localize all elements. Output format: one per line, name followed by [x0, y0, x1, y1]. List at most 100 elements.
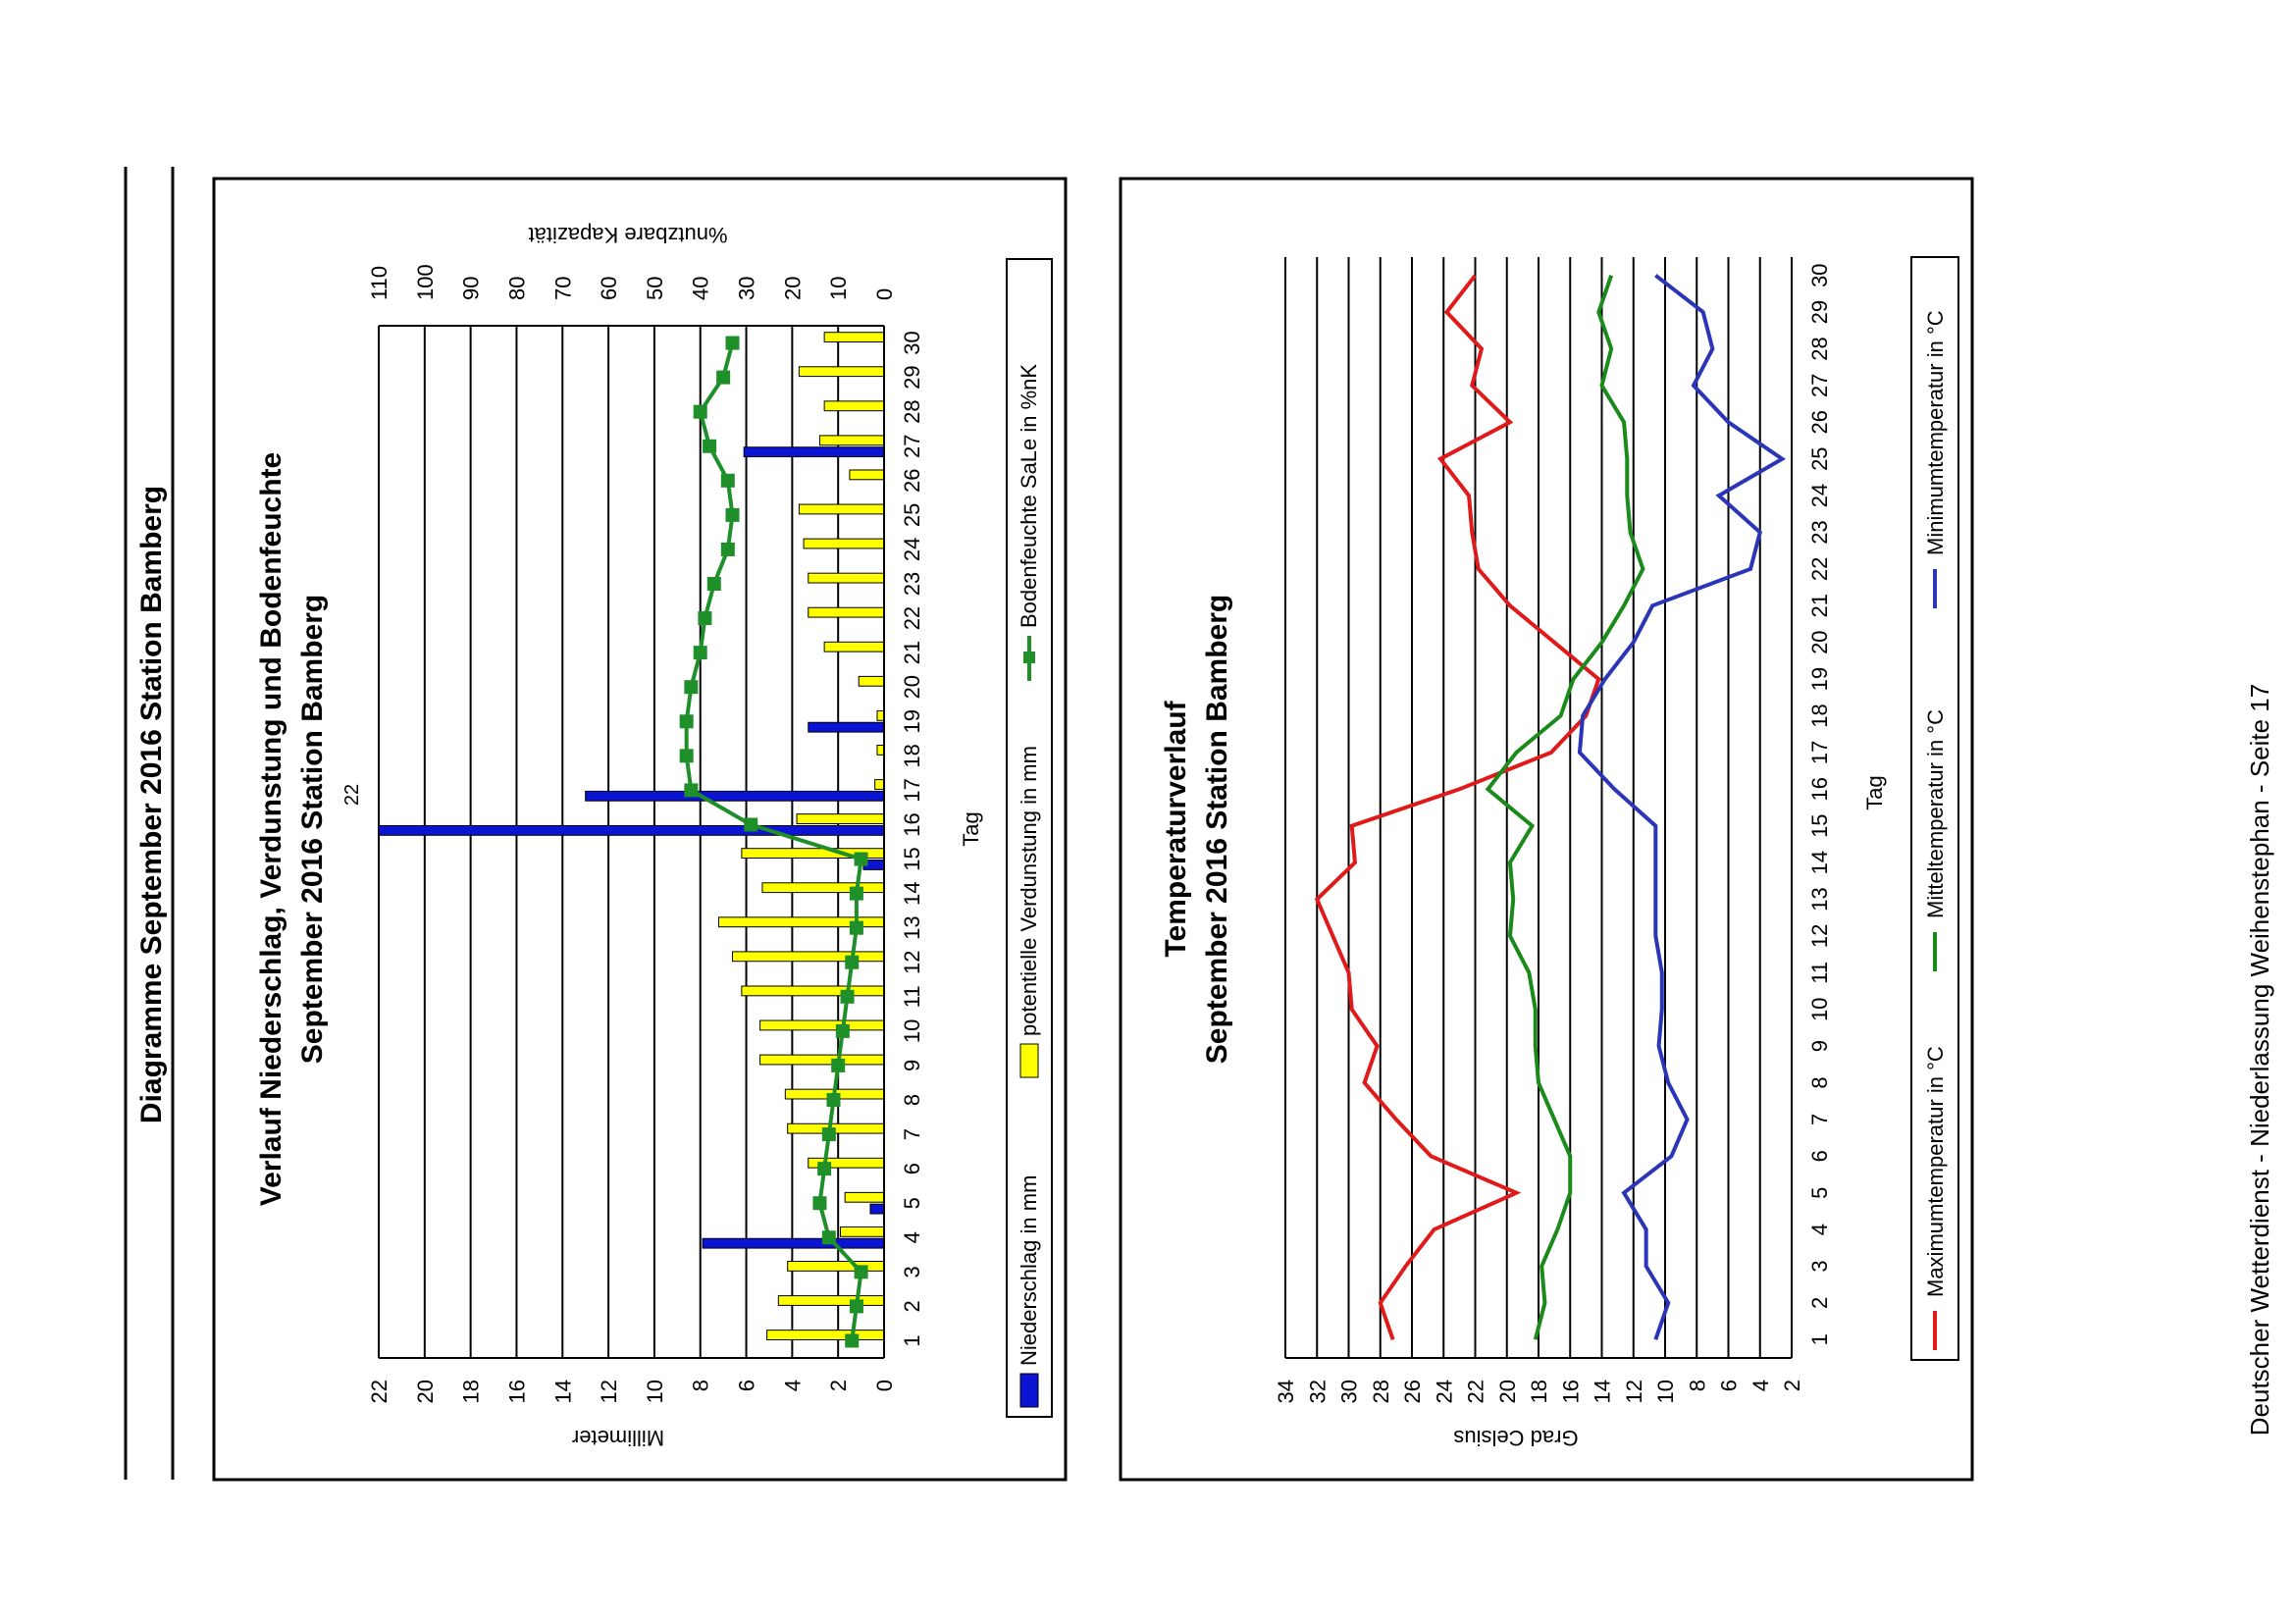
x-tick-label: 28 [1807, 337, 1832, 360]
x-tick-label: 7 [1807, 1114, 1832, 1125]
page-footer: Deutscher Wetterdienst - Niederlassung W… [2245, 684, 2274, 1435]
soil-moisture-marker [703, 439, 717, 453]
y-tick-label: 24 [1432, 1380, 1456, 1403]
x-tick-label: 25 [900, 503, 924, 527]
chart1-evaporation-bars [717, 332, 885, 1340]
soil-moisture-line [684, 342, 863, 1341]
y-tick-label: 2 [1780, 1380, 1804, 1391]
chart1-gridlines [378, 326, 885, 1358]
y-tick-label: 20 [1495, 1380, 1520, 1403]
y-tick-label: 0 [872, 1380, 897, 1391]
soil-moisture-marker [716, 370, 731, 385]
chart1-ylabel: Millimeter [572, 1426, 664, 1450]
y2-tick-label: 20 [780, 277, 805, 300]
evaporation-bar [823, 332, 885, 343]
x-tick-label: 16 [900, 812, 924, 836]
x-tick-label: 25 [1807, 446, 1832, 470]
evaporation-bar [787, 1261, 885, 1272]
y-tick-label: 4 [1748, 1380, 1773, 1391]
evaporation-bar [759, 1054, 885, 1066]
chart1-frame [212, 177, 1068, 1482]
x-tick-label: 13 [900, 915, 924, 939]
y-tick-label: 2 [826, 1380, 851, 1391]
chart2-temperature-lines [1314, 274, 1787, 1340]
x-tick-label: 27 [1807, 374, 1832, 397]
soil-moisture-marker [693, 646, 707, 660]
x-tick-label: 29 [1807, 300, 1832, 324]
evaporation-bar [798, 366, 885, 378]
x-tick-label: 14 [900, 881, 924, 905]
soil-moisture-marker [849, 920, 863, 935]
soil-moisture-marker [831, 1058, 846, 1072]
x-tick-label: 17 [1807, 741, 1832, 764]
evaporation-bar [840, 1226, 885, 1237]
y-tick-label: 8 [689, 1380, 713, 1391]
legend-evap-label: potentielle Verdunstung in mm [1017, 746, 1041, 1036]
y-tick-label: 4 [780, 1380, 805, 1391]
chart2-axes [1285, 257, 1793, 1359]
y-tick-label: 20 [413, 1380, 438, 1403]
evaporation-bar [818, 435, 885, 446]
x-tick-label: 21 [900, 641, 924, 664]
chart2-gridlines [1284, 257, 1793, 1358]
x-tick-label: 19 [1807, 667, 1832, 691]
x-tick-label: 4 [1807, 1224, 1832, 1235]
x-tick-label: 9 [900, 1060, 924, 1071]
soil-moisture-marker [679, 714, 694, 729]
evaporation-bar [761, 882, 885, 894]
evaporation-bar [803, 538, 885, 549]
x-tick-label: 21 [1807, 594, 1832, 617]
y-tick-label: 22 [367, 1380, 391, 1403]
y2-tick-label: 30 [735, 277, 759, 300]
x-tick-label: 22 [1807, 557, 1832, 581]
page-title: Diagramme September 2016 Station Bamberg [135, 486, 168, 1123]
chart1-soil-moisture-series [679, 336, 868, 1348]
x-tick-label: 11 [1807, 962, 1832, 984]
x-tick-label: 13 [1807, 887, 1832, 911]
y2-tick-label: 60 [597, 277, 621, 300]
x-tick-label: 8 [900, 1094, 924, 1106]
evaporation-bar [876, 745, 885, 756]
y-tick-label: 26 [1400, 1380, 1425, 1403]
y-tick-label: 12 [597, 1380, 621, 1403]
chart1-y-tick-labels: 0 2 4 6 8 10 12 14 16 18 20 22 [367, 1380, 897, 1403]
chart2-legend: Maximumtemperatur in °C Mitteltemperatur… [1910, 256, 1959, 1361]
legend-tmax-label: Maximumtemperatur in °C [1923, 1046, 1948, 1297]
legend-precip-label: Niederschlag in mm [1017, 1175, 1041, 1366]
x-tick-label: 29 [900, 365, 924, 389]
x-tick-label: 24 [1807, 484, 1832, 507]
evaporation-bar [844, 1191, 885, 1203]
evaporation-bar [849, 469, 885, 481]
soil-moisture-marker [679, 749, 694, 763]
soil-moisture-marker [698, 611, 712, 626]
tmean-line [1485, 275, 1645, 1340]
evaporation-bar [741, 985, 885, 997]
x-tick-label: 1 [900, 1334, 924, 1346]
legend-tmin-label: Minimumtemperatur in °C [1923, 310, 1948, 555]
y-tick-label: 12 [1622, 1380, 1646, 1403]
soil-moisture-marker [835, 1023, 850, 1038]
chart1-legend: Niederschlag in mm potentielle Verdunstu… [1006, 258, 1053, 1418]
evaporation-bar [858, 675, 885, 687]
x-tick-label: 30 [1807, 263, 1832, 287]
x-tick-label: 20 [1807, 630, 1832, 653]
legend-soil-label: Bodenfeuchte SaLe in %nK [1017, 364, 1041, 628]
x-tick-label: 20 [900, 675, 924, 699]
y2-tick-label: 90 [459, 277, 484, 300]
soil-moisture-marker [821, 1127, 836, 1142]
x-tick-label: 2 [1807, 1297, 1832, 1309]
evaporation-bar [876, 709, 885, 721]
chart1-legend-box [1006, 258, 1053, 1418]
y-tick-label: 16 [504, 1380, 529, 1403]
soil-moisture-marker [817, 1162, 832, 1176]
x-tick-label: 28 [900, 399, 924, 423]
x-tick-label: 26 [900, 469, 924, 493]
evaporation-bar [823, 641, 885, 652]
x-tick-label: 14 [1807, 851, 1832, 874]
x-tick-label: 23 [900, 572, 924, 596]
x-tick-label: 15 [1807, 813, 1832, 837]
y-tick-label: 14 [550, 1380, 575, 1403]
chart2-frame [1119, 177, 1974, 1482]
